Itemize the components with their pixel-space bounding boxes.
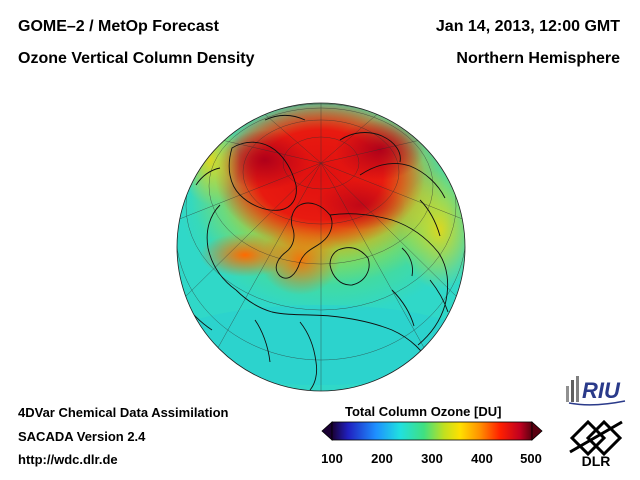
colorbar-gradient: [331, 421, 533, 441]
colorbar: [321, 421, 543, 441]
title-right-1: Jan 14, 2013, 12:00 GMT: [436, 18, 620, 35]
dlr-logo: DLR: [569, 419, 623, 468]
footer-line-1: 4DVar Chemical Data Assimilation: [18, 405, 229, 420]
title-left-1: GOME–2 / MetOp Forecast: [18, 18, 220, 35]
title-right-2: Northern Hemisphere: [456, 50, 620, 67]
ozone-globe-map: GOME–2 / MetOp Forecast Ozone Vertical C…: [18, 18, 620, 392]
riu-logo: RIU: [566, 376, 626, 406]
colorbar-min-arrow: [321, 421, 333, 441]
colorbar-max-arrow: [531, 421, 543, 441]
title-left-2: Ozone Vertical Column Density: [18, 50, 255, 67]
footer-link[interactable]: http://wdc.dlr.de: [18, 452, 118, 467]
colorbar-tick-100: 100: [321, 451, 343, 466]
colorbar-tick-200: 200: [371, 451, 393, 466]
colorbar-tick-400: 400: [471, 451, 493, 466]
footer-line-2: SACADA Version 2.4: [18, 429, 146, 444]
colorbar-tick-500: 500: [520, 451, 542, 466]
svg-text:RIU: RIU: [582, 378, 621, 403]
colorbar-tick-300: 300: [421, 451, 443, 466]
colorbar-title: Total Column Ozone [DU]: [345, 404, 502, 419]
svg-text:DLR: DLR: [582, 453, 611, 468]
